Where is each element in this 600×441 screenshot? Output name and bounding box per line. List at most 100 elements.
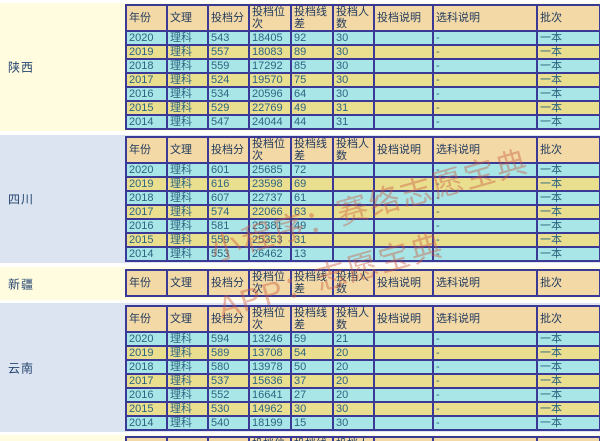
cell: 559 <box>207 232 250 248</box>
cell: 13708 <box>248 345 292 361</box>
cell: 581 <box>207 218 250 234</box>
cell: 22737 <box>248 190 292 206</box>
cell: 601 <box>207 162 250 178</box>
column-header: 文理 <box>166 136 209 164</box>
cell: 理科 <box>166 232 209 248</box>
cell: 20 <box>332 359 375 375</box>
cell: 一本 <box>536 58 600 74</box>
cell: 13246 <box>248 331 292 347</box>
cell <box>332 176 375 192</box>
cell: 20 <box>332 373 375 389</box>
column-header: 年份 <box>125 269 168 297</box>
cell: 2018 <box>125 190 168 206</box>
table-wrap: 年份 文理 投档分 投档位次 投档线差 投档人数 投档说明 选科说明 批次 2020 理科 543 18… <box>125 4 600 130</box>
cell: 25353 <box>248 232 292 248</box>
cell <box>373 373 434 389</box>
column-header: 投档人数 <box>332 305 375 333</box>
cell: 49 <box>290 100 334 116</box>
cell: 557 <box>207 44 250 60</box>
cell: 2017 <box>125 204 168 220</box>
cell: 18405 <box>248 30 292 46</box>
cell: 49 <box>290 218 334 234</box>
cell: 理科 <box>166 345 209 361</box>
cell <box>373 30 434 46</box>
cell: - <box>432 373 538 389</box>
column-header: 选科说明 <box>432 269 538 297</box>
cell: 543 <box>207 30 250 46</box>
cell: 一本 <box>536 100 600 116</box>
table-row: 2018 理科 607 22737 61 - 一本 <box>125 190 600 206</box>
cell: 2017 <box>125 373 168 389</box>
column-header: 选科说明 <box>432 4 538 32</box>
cell: 一本 <box>536 387 600 403</box>
cell <box>373 204 434 220</box>
cell: 85 <box>290 58 334 74</box>
column-header: 投档人数 <box>332 269 375 297</box>
cell: - <box>432 162 538 178</box>
table-row: 2017 理科 537 15636 37 20 - 一本 <box>125 373 600 389</box>
cell: 2015 <box>125 232 168 248</box>
cell: - <box>432 359 538 375</box>
cell: 2020 <box>125 30 168 46</box>
cell <box>373 100 434 116</box>
cell: 理科 <box>166 86 209 102</box>
cell: 一本 <box>536 190 600 206</box>
column-header: 投档说明 <box>373 269 434 297</box>
cell: 30 <box>332 30 375 46</box>
cell <box>373 86 434 102</box>
cell <box>373 190 434 206</box>
column-header: 文理 <box>166 436 209 441</box>
table-row: 2014 理科 540 18199 15 30 - 一本 <box>125 415 600 431</box>
cell: 一本 <box>536 162 600 178</box>
cell: 580 <box>207 359 250 375</box>
column-header: 投档线差 <box>290 436 334 441</box>
column-header: 批次 <box>536 305 600 333</box>
column-header: 文理 <box>166 4 209 32</box>
cell: 15 <box>290 415 334 431</box>
column-header: 投档说明 <box>373 4 434 32</box>
cell: 理科 <box>166 190 209 206</box>
cell <box>373 387 434 403</box>
cell <box>332 232 375 248</box>
cell: 2020 <box>125 162 168 178</box>
cell <box>373 331 434 347</box>
table-wrap: 年份文理投档分投档位次投档线差投档人数投档说明选科说明批次 <box>125 269 600 297</box>
cell: 一本 <box>536 401 600 417</box>
cell <box>373 58 434 74</box>
cell: 一本 <box>536 331 600 347</box>
cell <box>373 232 434 248</box>
column-header: 投档说明 <box>373 436 434 441</box>
cell: 理科 <box>166 415 209 431</box>
column-header: 文理 <box>166 269 209 297</box>
cell: 18083 <box>248 44 292 60</box>
cell: 540 <box>207 415 250 431</box>
cell: 一本 <box>536 246 600 262</box>
cell <box>373 359 434 375</box>
cell: 2014 <box>125 114 168 130</box>
cell: 一本 <box>536 204 600 220</box>
cell: 2017 <box>125 72 168 88</box>
cell: - <box>432 72 538 88</box>
cell: 24044 <box>248 114 292 130</box>
header-row: 年份文理投档分投档位次投档线差投档人数投档说明选科说明批次 <box>125 305 600 333</box>
cell: 2016 <box>125 218 168 234</box>
header-row: 年份文理投档分投档位次投档线差投档人数投档说明选科说明批次 <box>125 136 600 164</box>
cell: 54 <box>290 345 334 361</box>
cell: 2016 <box>125 86 168 102</box>
cell: 一本 <box>536 44 600 60</box>
scores-table: 年份 文理 投档分 投档位次 投档线差 投档人数 投档说明 选科说明 批次 2020 理科 594 13… <box>125 305 600 431</box>
cell: 89 <box>290 44 334 60</box>
column-header: 投档分 <box>207 4 250 32</box>
cell: 15636 <box>248 373 292 389</box>
cell: 理科 <box>166 204 209 220</box>
cell: 理科 <box>166 331 209 347</box>
cell <box>373 176 434 192</box>
cell: 31 <box>332 114 375 130</box>
cell: 63 <box>290 204 334 220</box>
column-header: 年份 <box>125 136 168 164</box>
cell: 13978 <box>248 359 292 375</box>
column-header: 年份 <box>125 4 168 32</box>
cell: 537 <box>207 373 250 389</box>
